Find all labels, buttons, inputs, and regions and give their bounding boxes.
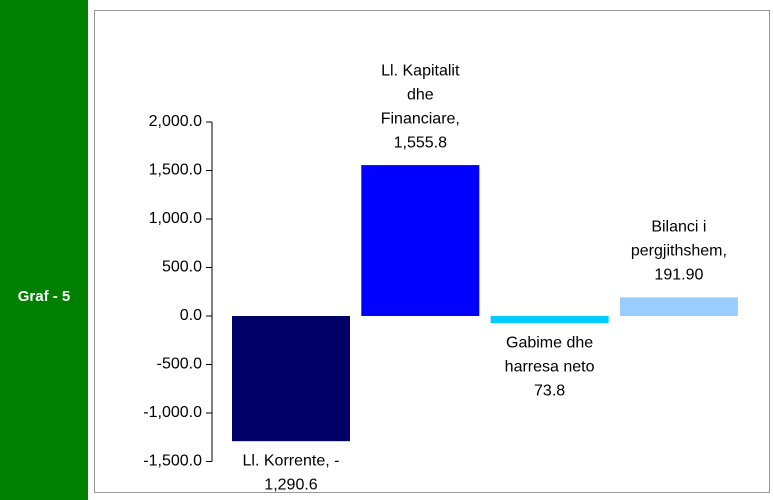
bar	[361, 165, 480, 316]
sidebar-label: Graf - 5	[18, 288, 71, 305]
data-label: harresa neto	[505, 358, 595, 375]
bar	[490, 316, 609, 324]
data-label: 1,290.6	[264, 476, 317, 493]
bar	[232, 316, 350, 442]
bar	[619, 297, 738, 316]
data-label: 191.90	[654, 267, 703, 284]
data-label: 1,555.8	[394, 134, 447, 151]
data-label: Ll. Kapitalit	[381, 62, 460, 79]
y-tick-label: 2,000.0	[149, 113, 202, 130]
data-label: 73.8	[534, 382, 565, 399]
y-tick-label: -1,500.0	[143, 453, 202, 470]
sidebar	[0, 0, 88, 500]
data-label: Financiare,	[381, 110, 460, 127]
y-tick-label: 1,000.0	[149, 210, 202, 227]
y-tick-label: -500.0	[157, 356, 202, 373]
y-tick-label: -1,000.0	[143, 404, 202, 421]
y-tick-label: 1,500.0	[149, 162, 202, 179]
data-label: pergjithshem,	[631, 243, 727, 260]
y-tick-label: 500.0	[162, 259, 202, 276]
y-tick-label: 0.0	[180, 307, 202, 324]
data-label: Ll. Korrente, -	[243, 452, 340, 469]
data-label: Bilanci i	[651, 219, 706, 236]
data-label: Gabime dhe	[506, 334, 593, 351]
data-label: dhe	[407, 86, 434, 103]
